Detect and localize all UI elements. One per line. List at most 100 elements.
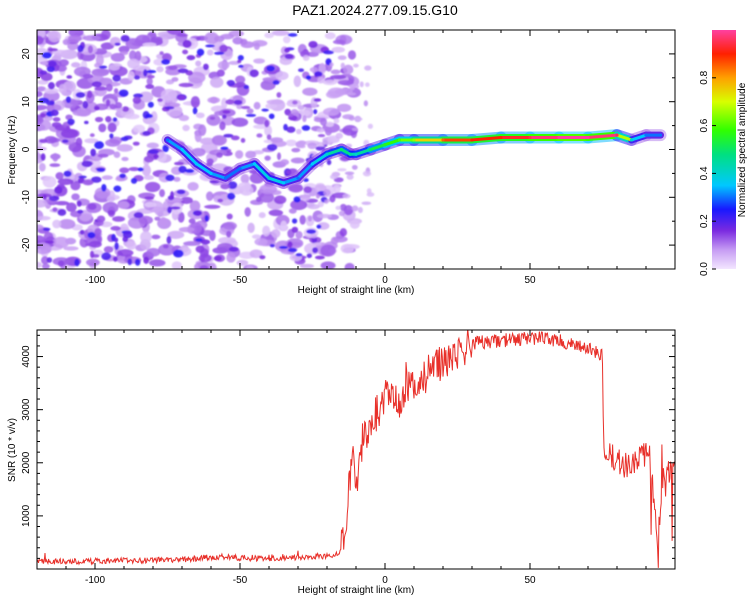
- noise-blob: [117, 201, 130, 209]
- noise-blob: [253, 58, 265, 64]
- noise-blob: [37, 146, 47, 152]
- noise-blob: [246, 108, 254, 114]
- noise-blob: [228, 60, 241, 65]
- noise-speckle: [173, 161, 184, 166]
- noise-speckle: [54, 186, 63, 194]
- noise-blob: [128, 50, 137, 61]
- noise-speckle: [216, 152, 223, 158]
- noise-blob: [322, 79, 338, 86]
- ridge-point: [615, 133, 619, 137]
- noise-speckle: [298, 68, 305, 72]
- ridge-core: [586, 133, 619, 140]
- noise-blob: [330, 236, 339, 245]
- noise-blob: [339, 228, 348, 237]
- noise-blob: [244, 207, 251, 217]
- noise-blob: [349, 219, 360, 229]
- noise-blob: [190, 96, 200, 108]
- noise-speckle: [188, 218, 196, 224]
- noise-speckle: [206, 158, 214, 165]
- y-tick-label: 3000: [21, 398, 32, 421]
- colorbar-label: Normalized spectral amplitude: [737, 82, 748, 217]
- noise-speckle: [120, 136, 129, 142]
- noise-blob-right: [349, 84, 356, 91]
- noise-blob: [108, 64, 120, 71]
- noise-speckle: [114, 242, 119, 250]
- ridge-point: [658, 133, 663, 137]
- noise-speckle: [167, 206, 172, 214]
- noise-speckle: [82, 73, 94, 79]
- noise-speckle: [243, 84, 249, 90]
- noise-speckle: [153, 154, 159, 159]
- noise-speckle: [61, 139, 69, 143]
- noise-blob: [249, 249, 263, 259]
- noise-speckle: [40, 153, 46, 161]
- noise-speckle: [205, 44, 215, 48]
- noise-speckle: [47, 82, 55, 90]
- noise-blob: [138, 91, 154, 103]
- noise-blob: [251, 234, 261, 239]
- noise-blob: [221, 97, 228, 110]
- noise-blob: [195, 60, 202, 67]
- noise-blob: [63, 246, 79, 251]
- noise-speckle: [314, 255, 325, 260]
- noise-speckle: [122, 236, 129, 243]
- noise-speckle: [177, 68, 189, 74]
- noise-blob: [150, 111, 158, 123]
- colorbar-tick-label: 0.4: [699, 166, 710, 180]
- noise-speckle: [48, 195, 60, 202]
- noise-speckle: [291, 226, 299, 233]
- noise-blob: [258, 212, 266, 219]
- snr-x-axis-label: Height of straight line (km): [298, 585, 415, 596]
- noise-blob: [299, 263, 314, 269]
- noise-speckle: [287, 247, 298, 253]
- noise-blob: [37, 215, 51, 221]
- noise-blob: [340, 243, 354, 254]
- ridge-point: [586, 135, 590, 140]
- noise-blob: [199, 265, 209, 269]
- noise-blob-right: [297, 105, 305, 110]
- noise-blob: [339, 203, 347, 212]
- noise-blob: [273, 195, 287, 205]
- noise-speckle: [40, 113, 47, 118]
- noise-speckle: [306, 229, 317, 235]
- x-tick-label: 0: [382, 275, 388, 286]
- noise-blob-right: [351, 164, 358, 170]
- noise-speckle: [76, 200, 82, 207]
- noise-speckle: [105, 116, 112, 123]
- noise-blob: [127, 71, 135, 82]
- noise-speckle: [192, 107, 198, 115]
- noise-speckle: [86, 90, 93, 99]
- noise-blob-right: [323, 189, 331, 196]
- noise-blob: [102, 201, 119, 214]
- noise-speckle: [46, 257, 53, 263]
- noise-speckle: [96, 167, 106, 172]
- noise-blob: [128, 166, 140, 172]
- noise-speckle: [313, 98, 322, 102]
- noise-blob: [138, 215, 154, 225]
- noise-blob: [178, 226, 195, 233]
- noise-blob-right: [342, 193, 351, 199]
- noise-blob-right: [348, 116, 355, 121]
- noise-blob: [58, 83, 67, 94]
- noise-speckle: [194, 210, 202, 216]
- noise-speckle: [118, 89, 129, 97]
- noise-speckle: [133, 212, 144, 219]
- spectrogram-x-ticks: -100 -50 0 50: [65, 30, 647, 286]
- x-tick-label: -100: [85, 275, 105, 286]
- noise-blob-right: [362, 170, 372, 177]
- noise-blob-right: [312, 242, 322, 246]
- noise-blob: [219, 121, 226, 131]
- noise-blob: [253, 42, 260, 51]
- noise-blob: [58, 59, 69, 67]
- noise-blob: [178, 82, 194, 88]
- noise-blob-right: [322, 138, 332, 145]
- noise-blob: [189, 200, 201, 212]
- noise-blob: [61, 98, 79, 109]
- noise-blob-right: [357, 206, 363, 214]
- noise-speckle: [114, 42, 121, 46]
- noise-speckle: [178, 165, 187, 174]
- x-tick-label: 50: [524, 575, 536, 586]
- noise-speckle: [168, 65, 178, 70]
- noise-blob: [60, 128, 79, 139]
